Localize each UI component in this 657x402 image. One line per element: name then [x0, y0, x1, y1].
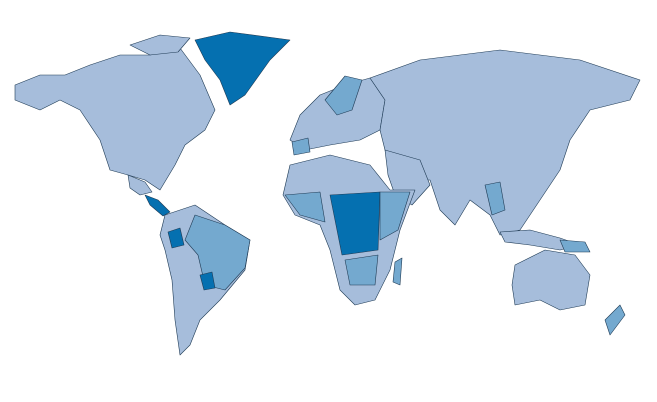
- new-guinea: [559, 239, 591, 253]
- asia: [369, 49, 641, 236]
- andes-country: [167, 227, 185, 249]
- central-america-south: [144, 194, 171, 217]
- scandinavia: [324, 75, 363, 116]
- new-zealand: [604, 304, 626, 336]
- central-africa: [329, 191, 381, 256]
- southern-africa: [344, 254, 379, 286]
- madagascar: [392, 257, 403, 286]
- central-america: [127, 174, 153, 196]
- brazil: [184, 214, 251, 291]
- paraguay: [199, 271, 216, 291]
- southeast-asia: [484, 181, 506, 216]
- greenland: [194, 31, 291, 106]
- australia: [511, 249, 591, 311]
- west-africa: [284, 191, 326, 223]
- north-america: [14, 47, 216, 191]
- east-africa: [379, 191, 411, 241]
- iberia: [291, 137, 311, 156]
- arctic-islands: [129, 34, 191, 56]
